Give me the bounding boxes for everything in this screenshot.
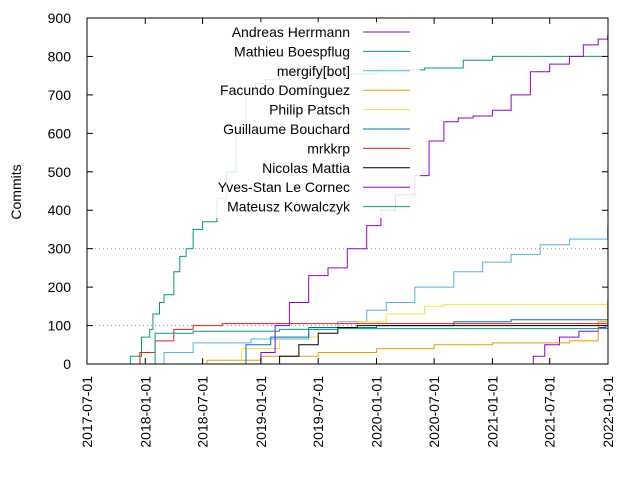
y-tick-label: 100 [48,318,72,334]
legend-label: Facundo Domínguez [220,82,350,98]
x-tick-label: 2020-07-01 [426,376,442,448]
legend-background [205,22,420,218]
y-tick-label: 0 [63,356,71,372]
x-tick-label: 2021-07-01 [542,376,558,448]
legend-label: Nicolas Mattia [262,160,350,176]
legend: Andreas Herrmann Mathieu Boespflug mergify… [205,22,420,218]
series-line-1 [87,325,607,365]
y-tick-label: 400 [48,202,72,218]
y-tick-label: 800 [48,48,72,64]
x-tick-label: 2018-07-01 [195,376,211,448]
x-ticks: 2017-07-01 2018-01-01 2018-07-01 2019-01-01… [79,18,616,448]
legend-label: mergify[bot] [277,63,350,79]
legend-label: mrkkrp [307,140,350,156]
y-tick-label: 900 [48,10,72,26]
series-line-8 [87,325,608,365]
y-axis-label: Commits [8,164,24,219]
x-tick-label: 2021-01-01 [484,376,500,448]
series-line-3 [87,227,609,365]
y-ticks: 0 100 200 300 400 500 600 700 800 900 [48,10,608,372]
legend-label: Mateusz Kowalczyk [227,199,351,215]
y-tick-label: 500 [48,164,72,180]
x-tick-label: 2020-01-01 [368,376,384,448]
y-tick-label: 200 [48,279,72,295]
legend-label: Yves-Stan Le Cornec [218,179,350,195]
x-tick-label: 2019-01-01 [253,376,269,448]
legend-label: Guillaume Bouchard [223,121,350,137]
series-line-10 [87,327,609,365]
legend-label: Andreas Herrmann [232,24,350,40]
legend-label: Philip Patsch [269,102,350,118]
series-line-7 [87,323,608,365]
y-tick-label: 700 [48,87,72,103]
series-line-6 [87,319,608,365]
x-tick-label: 2019-07-01 [310,376,326,448]
series-line-4 [87,300,609,365]
x-tick-label: 2018-01-01 [137,376,153,448]
x-tick-label: 2022-01-01 [600,376,616,448]
plot-frame [86,17,609,365]
series-line-9 [87,35,609,365]
legend-label: Mathieu Boespflug [234,43,350,59]
y-tick-label: 600 [48,125,72,141]
y-tick-label: 300 [48,241,72,257]
x-tick-label: 2017-07-01 [79,376,95,448]
series-line-5 [87,303,608,365]
